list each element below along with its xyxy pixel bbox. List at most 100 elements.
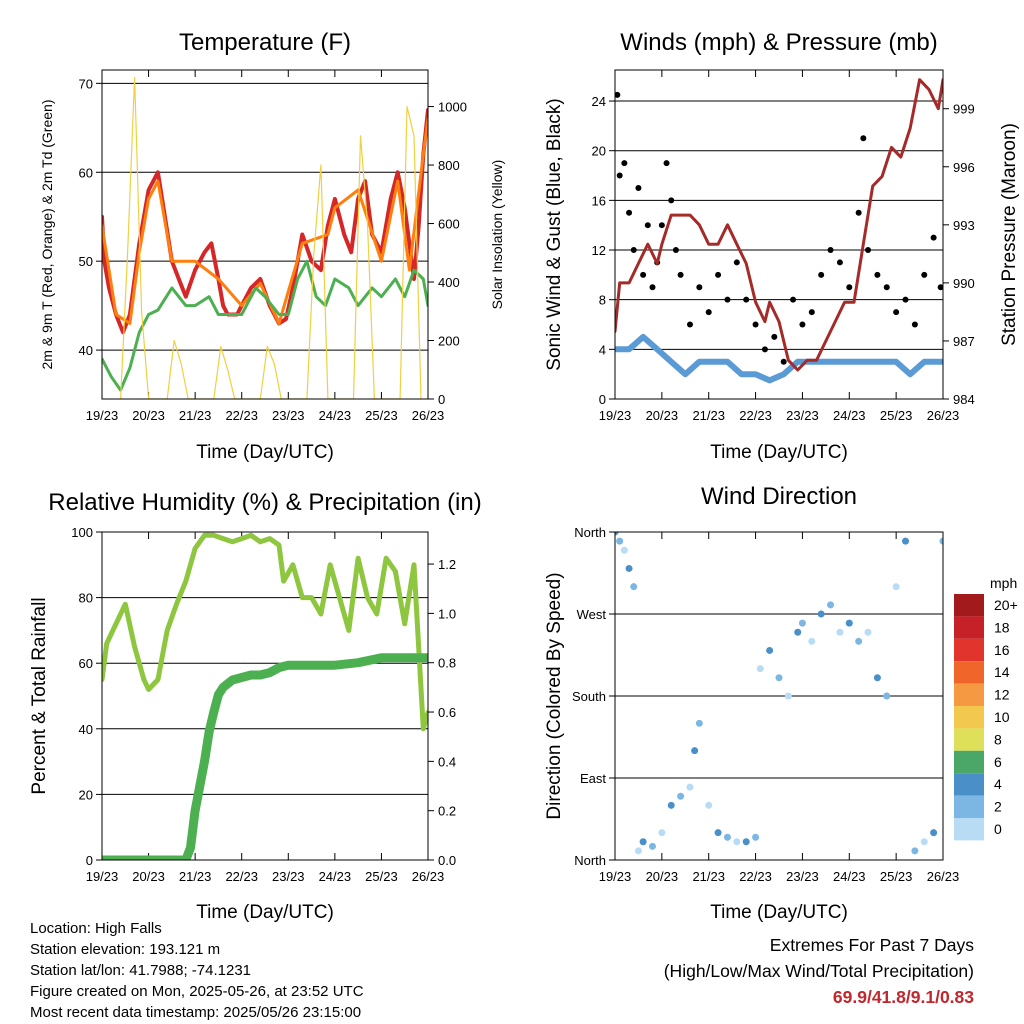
series-layer	[102, 76, 428, 399]
x-tick-label: 26/23	[412, 408, 445, 423]
x-tick-label: 21/23	[179, 869, 212, 884]
y-tick-label: 8	[599, 293, 606, 308]
chart-title: Relative Humidity (%) & Precipitation (i…	[48, 489, 481, 516]
series-line-9m-t	[102, 117, 428, 325]
station-info: Location: High Falls Station elevation: …	[30, 918, 364, 1023]
y-tick-label: 50	[79, 254, 93, 269]
gust-point	[615, 91, 621, 98]
y-right-axis-label: Solar Insolation (Yellow)	[489, 160, 505, 310]
x-tick-label: 20/23	[132, 869, 165, 884]
direction-point	[616, 537, 624, 545]
series-line-station-pressure	[615, 78, 943, 372]
y-right-tick-label: 600	[438, 217, 460, 232]
direction-point	[784, 692, 792, 700]
chart-title: Winds (mph) & Pressure (mb)	[620, 29, 937, 56]
gust-point	[724, 296, 731, 303]
gust-point	[883, 284, 890, 291]
legend-swatch	[954, 773, 984, 796]
gust-point	[677, 271, 684, 278]
y-tick-label: 60	[79, 165, 93, 180]
gust-point	[668, 197, 675, 204]
legend-label: 18	[994, 619, 1010, 635]
direction-point	[615, 532, 619, 536]
gust-point	[635, 184, 642, 191]
y-tick-label: 4	[599, 342, 606, 357]
x-tick-label: 22/23	[225, 869, 258, 884]
x-tick-label: 19/23	[599, 869, 632, 884]
y-axis-label: Direction (Colored By Speed)	[544, 572, 565, 819]
legend-label: 8	[994, 731, 1002, 747]
gust-point	[855, 209, 862, 216]
gust-point	[818, 271, 825, 278]
legend-label: 16	[994, 642, 1010, 658]
direction-point	[634, 847, 642, 855]
y-tick-label: 12	[592, 243, 606, 258]
plot-frame	[614, 69, 944, 400]
legend-label: 4	[994, 776, 1002, 792]
plot-frame	[614, 531, 944, 861]
gust-point	[715, 271, 722, 278]
speed-legend: mph 20+ 18 16 14 12 10 8 6 4 2 0	[954, 575, 1018, 841]
y-right-tick-label: 0.2	[438, 804, 456, 819]
x-tick-label: 26/23	[927, 869, 960, 884]
x-tick-label: 19/23	[86, 869, 119, 884]
gust-point	[626, 209, 633, 216]
series-line-total-precipitation	[102, 653, 428, 860]
chart-panel-4: Wind DirectionNorthEastSouthWestNorth19/…	[544, 483, 1018, 923]
y-tick-label: South	[572, 689, 606, 704]
direction-point	[733, 838, 741, 846]
direction-point	[864, 628, 872, 636]
legend-swatch	[954, 594, 984, 617]
gust-point	[649, 284, 656, 291]
extremes-values: 69.9/41.8/9.1/0.83	[832, 987, 974, 1007]
legend-swatch	[954, 616, 984, 639]
y-right-tick-label: 984	[953, 392, 975, 407]
y-tick-label: North	[574, 853, 606, 868]
gust-point	[672, 247, 679, 254]
y-axis-label: Percent & Total Rainfall	[29, 597, 50, 794]
gust-point	[937, 284, 943, 291]
x-tick-label: 24/23	[319, 869, 352, 884]
direction-point	[667, 801, 675, 809]
x-tick-label: 22/23	[225, 408, 258, 423]
gust-point	[860, 135, 867, 142]
extremes-title: Extremes For Past 7 Days	[769, 935, 974, 955]
series-line-relative-humidity	[102, 532, 428, 732]
x-tick-label: 21/23	[692, 869, 725, 884]
y-right-tick-label: 0.4	[438, 754, 456, 769]
y-right-tick-label: 200	[438, 334, 460, 349]
y-right-tick-label: 0.6	[438, 705, 456, 720]
x-tick-label: 24/23	[319, 408, 352, 423]
y-tick-label: 20	[79, 787, 93, 802]
x-axis-label: Time (Day/UTC)	[196, 442, 334, 463]
series-layer	[615, 532, 943, 855]
direction-point	[705, 801, 713, 809]
y-right-tick-label: 0.8	[438, 656, 456, 671]
legend-swatch	[954, 750, 984, 774]
direction-point	[766, 646, 774, 654]
direction-point	[827, 601, 835, 609]
direction-point	[630, 583, 638, 591]
y-tick-label: 40	[79, 722, 93, 737]
gust-point	[846, 284, 853, 291]
x-tick-label: 23/23	[786, 869, 819, 884]
x-tick-label: 19/23	[86, 408, 119, 423]
gust-point	[640, 271, 647, 278]
series-layer	[102, 532, 428, 860]
direction-point	[883, 692, 891, 700]
direction-point	[625, 564, 633, 572]
station-location: Location: High Falls	[30, 920, 162, 937]
direction-point	[620, 546, 628, 554]
y-right-tick-label: 1000	[438, 100, 467, 115]
x-tick-label: 22/23	[739, 869, 772, 884]
gust-point	[621, 160, 628, 167]
y-right-tick-label: 987	[953, 334, 975, 349]
x-tick-label: 25/23	[880, 408, 913, 423]
gust-point	[630, 247, 637, 254]
y-tick-label: 0	[599, 392, 606, 407]
gust-point	[808, 309, 815, 316]
y-right-tick-label: 999	[953, 102, 975, 117]
gust-point	[743, 296, 750, 303]
y-tick-label: 70	[79, 76, 93, 91]
